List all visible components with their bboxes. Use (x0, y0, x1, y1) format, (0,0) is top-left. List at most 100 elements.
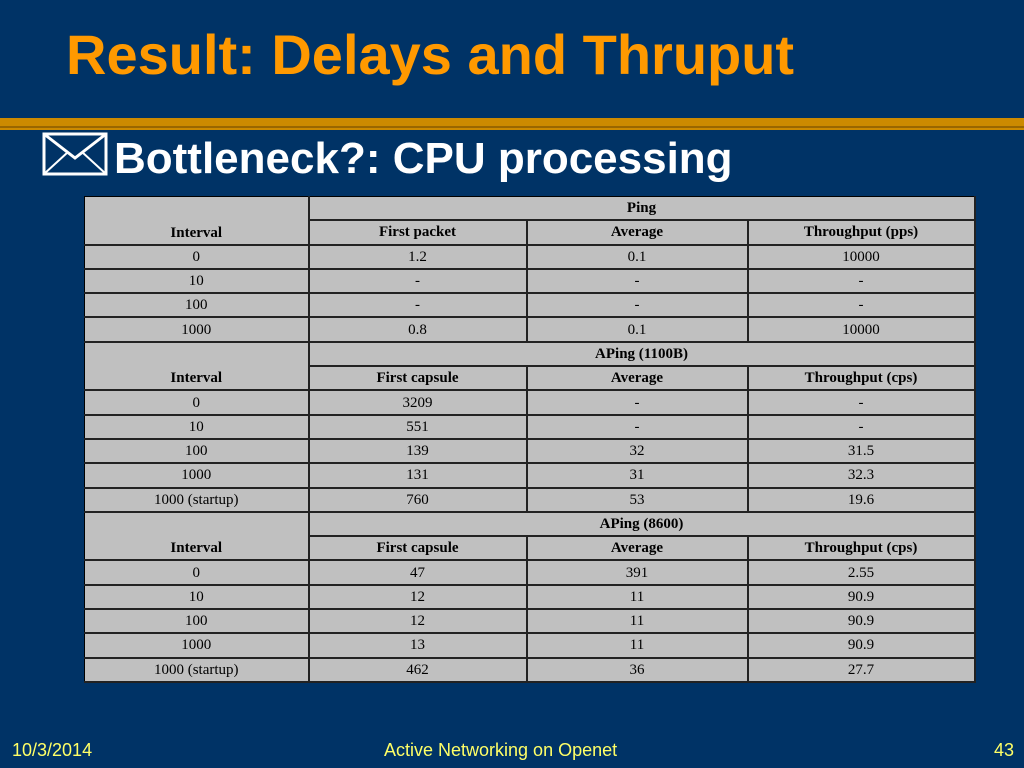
table-row: 100- - - (84, 292, 976, 319)
column-header: Throughput (cps) (746, 535, 976, 562)
table-cell: 90.9 (746, 608, 976, 635)
table-cell: 90.9 (746, 632, 976, 659)
interval-header: Interval (84, 511, 310, 562)
table-row: 100 12 11 90.9 (84, 608, 976, 635)
table-cell: - (746, 389, 976, 416)
table-cell: 10 (84, 268, 310, 295)
table-row: 10 551- - (84, 414, 976, 440)
table-cell: 760 (308, 487, 528, 513)
table-cell: 47 (308, 559, 528, 586)
table-cell: - (308, 292, 528, 319)
table-cell: 1000 (84, 316, 310, 343)
table-cell: 11 (526, 584, 749, 611)
table-row: 0 3209- - (84, 389, 976, 416)
table-column-header-row: First capsule Average Throughput (cps) (85, 535, 976, 562)
table-group-header-row: Interval APing (1100B) (84, 341, 976, 392)
table-cell: 462 (308, 657, 528, 683)
table-cell: - (746, 292, 976, 319)
column-header: First capsule (308, 365, 528, 392)
column-header: Average (526, 535, 749, 562)
results-table: Interval Ping First packet Average Throughpu… (84, 195, 976, 683)
table-cell: 12 (308, 608, 528, 635)
table-column-header-row: First packet Average Throughput (pps) (85, 219, 976, 246)
table-cell: 0 (84, 559, 310, 586)
table-row: 1000 131 31 32.3 (84, 462, 976, 489)
bullet-text: Bottleneck?: CPU processing (114, 134, 733, 183)
table-cell: 2.55 (746, 559, 976, 586)
table-cell: 0.8 (308, 316, 528, 343)
table-row: 0 47 391 2.55 (84, 559, 976, 586)
results-table-container: Interval Ping First packet Average Throughpu… (84, 195, 976, 683)
column-header: Throughput (cps) (746, 365, 976, 392)
table-cell: 36 (526, 657, 749, 683)
table-cell: 1000 (startup) (84, 487, 310, 513)
table-cell: - (746, 414, 976, 440)
table-group-header-row: Interval Ping (84, 195, 976, 246)
table-row: 1000 (startup) 462 36 27.7 (84, 657, 976, 683)
table-cell: - (746, 268, 976, 295)
table-row: 1000 (startup) 760 53 19.6 (84, 487, 976, 513)
table-cell: 0 (84, 389, 310, 416)
table-group-label: APing (1100B) (307, 341, 976, 368)
table-cell: 32 (526, 438, 749, 465)
table-cell: 10 (84, 414, 310, 440)
envelope-icon (42, 132, 108, 176)
table-row: 0 1.2 0.1 10000 (84, 244, 976, 270)
table-cell: 19.6 (746, 487, 976, 513)
interval-header: Interval (84, 341, 310, 392)
table-cell: 551 (308, 414, 528, 440)
table-cell: 391 (526, 559, 749, 586)
table-group-header-row: Interval APing (8600) (84, 511, 976, 562)
table-cell: 100 (84, 292, 310, 319)
title-rule-shadow (0, 126, 1024, 128)
table-cell: 10000 (746, 316, 976, 343)
table-cell: 27.7 (746, 657, 976, 683)
table-cell: 3209 (308, 389, 528, 416)
table-cell: 0 (84, 244, 310, 270)
table-cell: 139 (308, 438, 528, 465)
table-cell: 31 (526, 462, 749, 489)
table-cell: 0.1 (526, 316, 749, 343)
footer-title: Active Networking on Openet (384, 740, 618, 760)
table-cell: 11 (526, 608, 749, 635)
table-cell: 10000 (746, 244, 976, 270)
table-cell: 32.3 (746, 462, 976, 489)
table-cell: - (526, 292, 749, 319)
table-cell: - (526, 414, 749, 440)
table-cell: 131 (308, 462, 528, 489)
table-cell: 13 (308, 632, 528, 659)
table-column-header-row: First capsule Average Throughput (cps) (85, 365, 976, 392)
table-cell: 1000 (84, 462, 310, 489)
title-rule (0, 118, 1024, 130)
table-row: 100 139 32 31.5 (84, 438, 976, 465)
table-cell: 1.2 (308, 244, 528, 270)
footer-date: 10/3/2014 (12, 740, 93, 760)
table-cell: 100 (84, 608, 310, 635)
table-group-label: APing (8600) (307, 511, 976, 538)
slide-title: Result: Delays and Thruput (66, 23, 795, 86)
column-header: First packet (308, 219, 528, 246)
column-header: Average (526, 219, 749, 246)
table-cell: 1000 (startup) (84, 657, 310, 683)
table-cell: 10 (84, 584, 310, 611)
table-row: 10- - - (84, 268, 976, 295)
table-cell: 90.9 (746, 584, 976, 611)
interval-header: Interval (84, 195, 310, 246)
slide-number: 43 (993, 740, 1014, 760)
table-cell: 12 (308, 584, 528, 611)
column-header: First capsule (308, 535, 528, 562)
table-group-label: Ping (307, 196, 976, 222)
table-cell: 100 (84, 438, 310, 465)
table-cell: 0.1 (526, 244, 749, 270)
table-cell: - (526, 268, 749, 295)
table-row: 1000 13 11 90.9 (84, 632, 976, 659)
table-cell: 53 (526, 487, 749, 513)
table-cell: - (526, 389, 749, 416)
table-cell: 11 (526, 632, 749, 659)
table-row: 10 12 11 90.9 (84, 584, 976, 611)
column-header: Throughput (pps) (746, 219, 976, 246)
table-cell: 31.5 (746, 438, 976, 465)
table-cell: 1000 (84, 632, 310, 659)
table-cell: - (308, 268, 528, 295)
column-header: Average (526, 365, 749, 392)
